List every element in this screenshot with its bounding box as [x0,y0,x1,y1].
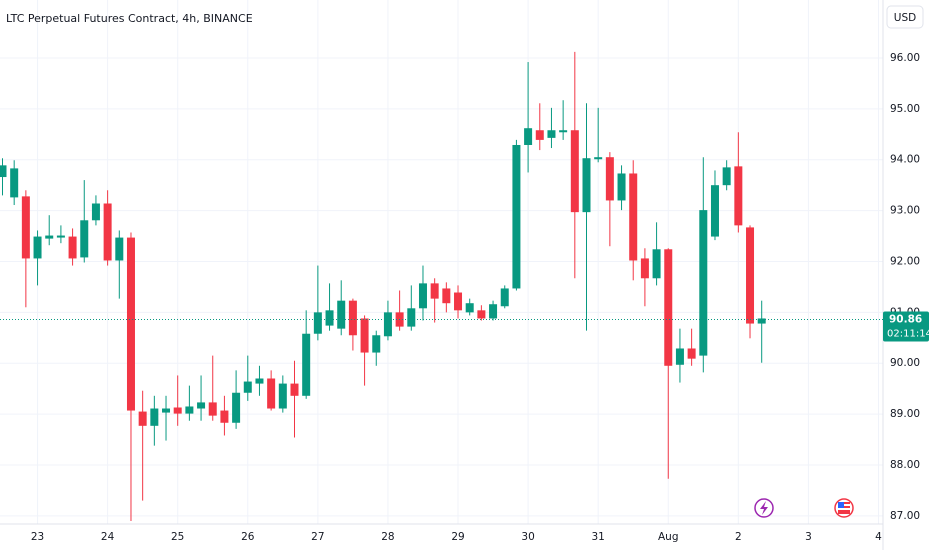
candle-body [243,381,252,393]
candle-body [302,333,311,396]
candle-body [267,378,276,409]
x-tick-label: 29 [451,531,464,543]
candle-body [255,378,264,384]
candle-body [535,130,544,140]
candle-body [734,166,743,226]
candle-body [582,158,591,213]
candle-body [115,237,124,261]
candle-body [675,348,684,365]
x-tick-label: 31 [591,531,604,543]
currency-button[interactable] [886,5,924,29]
candle-body [710,185,719,237]
candle-body [664,249,673,366]
candle-body [512,144,521,289]
candle-body [80,220,89,258]
candle-body [0,165,7,178]
candle-body [430,283,439,299]
currency-label[interactable]: USD [894,12,916,24]
candle-body [10,168,19,198]
candle-body [21,196,30,259]
x-tick-label: 26 [241,531,255,543]
candle-body [126,237,135,411]
candle-body [652,249,661,279]
candle-body [757,318,766,324]
candle-body [138,411,147,426]
candle-body [559,130,568,133]
y-tick-label: 90.00 [890,357,920,369]
candle-body [33,236,42,259]
candle-body [232,392,241,423]
candle-body [337,300,346,329]
candle-body [197,402,206,409]
x-tick-label: 23 [31,531,44,543]
x-tick-label: 27 [311,531,324,543]
candle-body [407,308,416,327]
candle-body [313,312,322,334]
candle-body [687,348,696,359]
y-tick-label: 88.00 [890,459,920,471]
candle-body [722,167,731,186]
candle-body [45,235,54,239]
candle-body [605,157,614,201]
x-tick-label: 28 [381,531,394,543]
candle-body [56,235,65,238]
candle-body [150,408,159,426]
y-tick-label: 89.00 [890,408,920,420]
last-price-label: 90.86 [889,313,922,325]
candle-body [278,383,287,409]
candle-body [325,310,334,326]
x-tick-label: Aug [658,531,679,543]
candle-body [220,410,229,423]
candle-body [594,157,603,160]
y-tick-label: 94.00 [890,154,920,166]
chart-title: LTC Perpetual Futures Contract, 4h, BINA… [6,12,253,25]
y-tick-label: 87.00 [890,510,920,522]
candle-body [348,300,357,336]
last-price-box [883,311,929,342]
y-tick-label: 92.00 [890,255,920,267]
x-tick-label: 3 [805,531,812,543]
candle-body [547,130,556,138]
x-tick-label: 24 [101,531,115,543]
candle-body [489,304,498,319]
candle-body [699,210,708,356]
candle-body [640,258,649,279]
candle-body [477,310,486,319]
x-tick-label: 2 [735,531,742,543]
grid [0,0,883,524]
candle-body [500,288,509,307]
candle-body [465,303,474,313]
candle-body [290,383,299,396]
candle-body [91,203,100,221]
x-tick-label: 4 [875,531,882,543]
candle-body [103,203,112,261]
candle-body [442,288,451,304]
candle-body [617,173,626,201]
candle-body [372,335,381,353]
candle-body [418,283,427,309]
candle-body [524,128,533,145]
candle-body [629,173,638,261]
candle-body [173,407,182,414]
y-tick-label: 93.00 [890,205,920,217]
y-tick-label: 95.00 [890,103,920,115]
y-tick-label: 96.00 [890,52,920,64]
x-tick-label: 25 [171,531,184,543]
candle-body [570,130,579,213]
candle-body [208,402,217,416]
candle-body [383,312,392,337]
candle-body [360,318,369,353]
candle-body [162,408,171,413]
countdown-label: 02:11:14 [887,328,932,339]
x-tick-label: 30 [521,531,534,543]
flag-icon[interactable] [834,498,854,518]
candle-body [68,236,77,259]
candle-body [746,227,755,324]
candle-body [185,406,194,414]
candle-body [454,292,463,311]
event-icon[interactable] [754,498,774,518]
